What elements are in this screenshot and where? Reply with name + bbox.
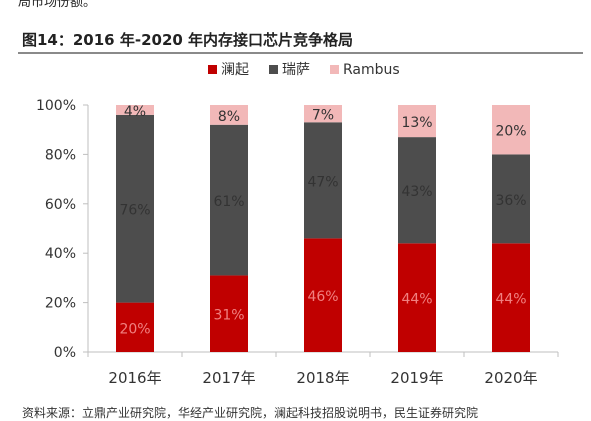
data-label: 76% (119, 203, 150, 219)
bar-segment (116, 114, 154, 303)
legend-label: Rambus (343, 62, 400, 78)
data-label: 46% (307, 289, 338, 305)
bar-segment (398, 137, 436, 244)
data-label: 4% (124, 104, 146, 120)
top-text-fragment: 局市场份额。 (18, 0, 97, 10)
x-tick-label: 2019年 (390, 369, 443, 387)
bar-segment (304, 122, 342, 239)
data-label: 8% (218, 109, 240, 125)
x-tick-label: 2018年 (296, 369, 349, 387)
x-tick-label: 2016年 (108, 369, 161, 387)
data-label: 20% (495, 124, 526, 140)
legend-swatch (269, 65, 278, 74)
y-tick-label: 0% (54, 345, 76, 361)
data-label: 43% (401, 184, 432, 200)
bar-segment (492, 243, 530, 352)
y-tick-label: 60% (45, 197, 76, 213)
data-label: 31% (213, 308, 244, 324)
legend-swatch (330, 65, 339, 74)
title-divider (18, 52, 583, 54)
y-tick-label: 40% (45, 246, 76, 262)
data-label: 44% (495, 292, 526, 308)
bar-segment (304, 238, 342, 352)
bar-segment (398, 243, 436, 352)
y-tick-label: 80% (45, 147, 76, 163)
bar-segment (398, 105, 436, 138)
bar-segment (116, 105, 154, 115)
data-label: 13% (401, 115, 432, 131)
figure-title: 图14：2016 年-2020 年内存接口芯片竞争格局 (22, 31, 354, 49)
x-tick-label: 2020年 (484, 369, 537, 387)
legend-label: 澜起 (221, 62, 249, 78)
bar-segment (304, 105, 342, 123)
bar-segment (210, 275, 248, 352)
data-label: 44% (401, 292, 432, 308)
bar-segment (492, 154, 530, 244)
data-label: 36% (495, 193, 526, 209)
legend-label: 瑞萨 (282, 62, 310, 78)
data-label: 47% (307, 174, 338, 190)
bar-segment (492, 105, 530, 155)
source-note: 资料来源：立鼎产业研究院，华经产业研究院，澜起科技招股说明书，民生证券研究院 (22, 406, 479, 420)
data-label: 20% (119, 321, 150, 337)
bar-segment (210, 124, 248, 276)
bar-segment (210, 105, 248, 125)
data-label: 7% (312, 108, 334, 124)
y-tick-label: 100% (36, 98, 76, 114)
y-tick-label: 20% (45, 296, 76, 312)
legend-swatch (208, 65, 217, 74)
bar-segment (116, 302, 154, 352)
data-label: 61% (213, 194, 244, 210)
x-tick-label: 2017年 (202, 369, 255, 387)
